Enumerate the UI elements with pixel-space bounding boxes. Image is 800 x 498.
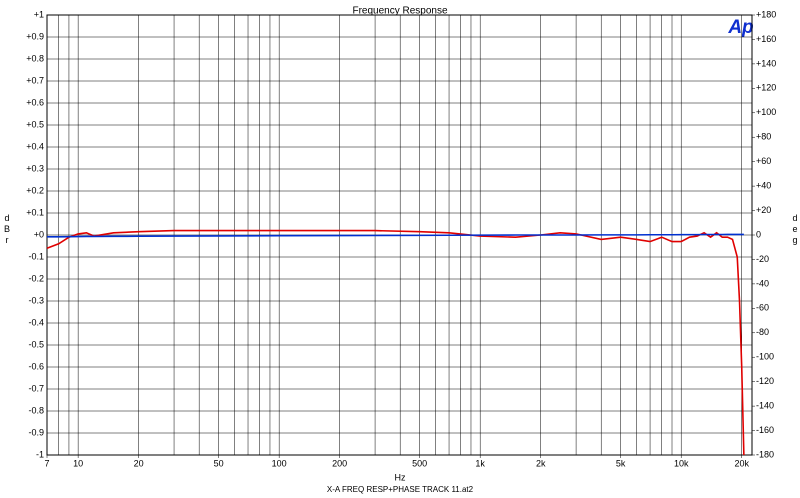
y-tick-label: -0.3 (28, 295, 44, 305)
y-tick-label: -0.4 (28, 317, 44, 327)
x-tick-label: 10 (73, 458, 83, 468)
x-tick-label: 2k (536, 458, 546, 468)
footer: X-A FREQ RESP+PHASE TRACK 11.at2 (327, 485, 474, 494)
x-tick-label: 1k (475, 458, 485, 468)
y2-tick-label: -20 (756, 254, 769, 264)
y-tick-label: -0.2 (28, 273, 44, 283)
y-tick-label: -0.8 (28, 405, 44, 415)
y-tick-label: +0.7 (26, 75, 44, 85)
y2-tick-label: +120 (756, 83, 776, 93)
x-axis-label: Hz (395, 472, 406, 482)
data-line (46, 229, 745, 456)
y-tick-label: +0.6 (26, 97, 44, 107)
y-tick-label: +0.2 (26, 185, 44, 195)
plot-frame (46, 14, 753, 456)
x-tick-label: 20 (134, 458, 144, 468)
y2-tick-label: +20 (756, 205, 771, 215)
y-tick-label: +0 (34, 229, 44, 239)
y2-tick-label: -140 (756, 400, 774, 410)
y-tick-label: -0.9 (28, 427, 44, 437)
y2-tick-label: -160 (756, 425, 774, 435)
y2-tick-label: -120 (756, 376, 774, 386)
y2-tick-label: -80 (756, 327, 769, 337)
y-tick-label: +0.1 (26, 207, 44, 217)
y2-tick-label: -60 (756, 303, 769, 313)
y2-tick-label: +60 (756, 156, 771, 166)
y2-tick-label: +80 (756, 132, 771, 142)
y2-tick-label: -180 (756, 449, 774, 459)
x-tick-label: 500 (412, 458, 427, 468)
y2-tick-label: +160 (756, 34, 776, 44)
x-tick-label: 20k (734, 458, 749, 468)
y-tick-label: -1 (36, 449, 44, 459)
y2-tick-label: 0 (756, 229, 761, 239)
y-tick-label: -0.7 (28, 383, 44, 393)
x-tick-label: 50 (214, 458, 224, 468)
x-tick-label: 200 (332, 458, 347, 468)
x-tick-label: 10k (674, 458, 689, 468)
y2-tick-label: -40 (756, 278, 769, 288)
x-tick-label: 5k (616, 458, 626, 468)
y-tick-label: +0.5 (26, 119, 44, 129)
y-tick-label: -0.1 (28, 251, 44, 261)
chart-title: Frequency Response (352, 6, 447, 17)
y-tick-label: -0.6 (28, 361, 44, 371)
y-tick-label: +0.9 (26, 31, 44, 41)
y-tick-label: -0.5 (28, 339, 44, 349)
y2-tick-label: +40 (756, 180, 771, 190)
logo: Ap (727, 17, 753, 38)
x-tick-label: 100 (272, 458, 287, 468)
y-tick-label: +0.3 (26, 163, 44, 173)
y-tick-label: +0.4 (26, 141, 44, 151)
y2-tick-label: +140 (756, 58, 776, 68)
data-line (47, 233, 744, 238)
y2-tick-label: +100 (756, 107, 776, 117)
y-tick-label: +1 (34, 9, 44, 19)
y2-tick-label: +180 (756, 9, 776, 19)
y2-tick-label: -100 (756, 352, 774, 362)
x-tick-label: 7 (44, 458, 49, 468)
y-tick-label: +0.8 (26, 53, 44, 63)
